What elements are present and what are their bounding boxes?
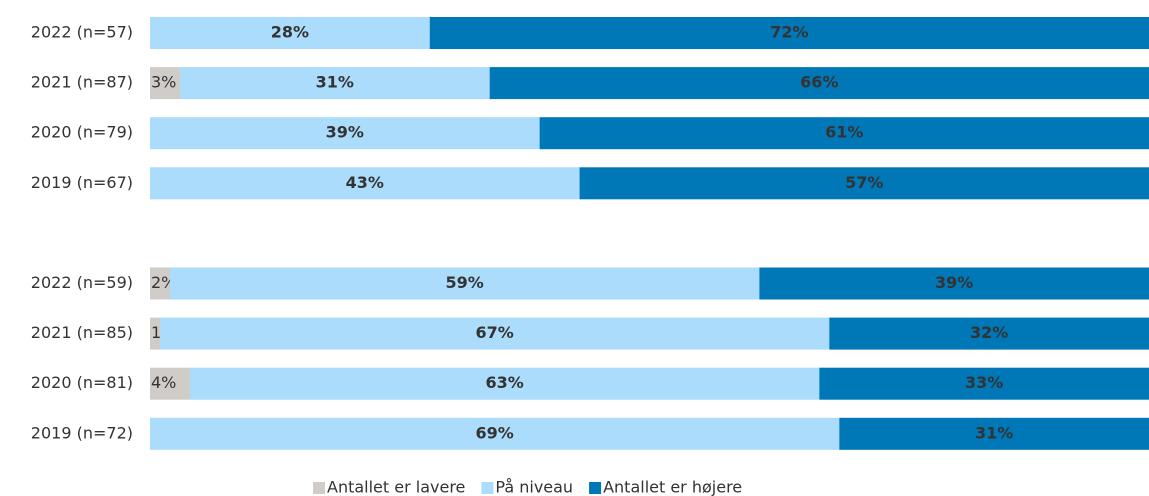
legend-swatch [481, 482, 494, 494]
y-tick-label: 2021 (n=87) [31, 73, 133, 92]
value-label: 33% [965, 373, 1003, 392]
value-label: 32% [970, 323, 1008, 342]
bar-segment [819, 367, 1149, 400]
value-label: 31% [316, 73, 354, 92]
y-tick-label: 2019 (n=72) [31, 423, 133, 442]
bar-segment [759, 267, 1149, 300]
value-label: 59% [446, 273, 484, 292]
bar-segment [159, 317, 830, 350]
value-label: 4% [151, 373, 176, 392]
value-label: 39% [326, 123, 364, 142]
bar-segment [489, 67, 1149, 100]
y-tick-label: 2019 (n=67) [31, 173, 133, 192]
legend-label: Antallet er højere [603, 478, 742, 496]
value-label: 61% [825, 123, 863, 142]
value-label: 57% [845, 173, 883, 192]
bar-segment [150, 367, 190, 400]
bar-segment [150, 17, 430, 49]
bar-segment [169, 267, 760, 300]
legend-label: På niveau [495, 478, 573, 496]
value-label: 63% [485, 373, 523, 392]
legend-swatch [589, 482, 602, 494]
value-label: 69% [476, 423, 514, 442]
bar-segment [839, 417, 1149, 450]
y-tick-label: 2020 (n=81) [31, 373, 133, 392]
bar-segment [150, 67, 180, 100]
bar-segment [829, 317, 1149, 350]
bar-segment [150, 167, 580, 200]
value-label: 31% [975, 423, 1013, 442]
bar-segment [179, 67, 490, 100]
value-label: 39% [935, 273, 973, 292]
bar-segment [189, 367, 820, 400]
bar-segment [150, 317, 160, 350]
value-label: 67% [476, 323, 514, 342]
bar-segment [579, 167, 1149, 200]
bar-segment [150, 417, 840, 450]
value-label: 72% [770, 23, 808, 42]
y-tick-label: 2022 (n=57) [31, 23, 133, 42]
y-tick-label: 2020 (n=79) [31, 123, 133, 142]
bar-segment [539, 117, 1149, 150]
bar-segment [150, 117, 540, 150]
y-tick-label: 2022 (n=59) [31, 273, 133, 292]
legend-label: Antallet er lavere [327, 478, 465, 496]
value-label: 66% [800, 73, 838, 92]
value-label: 43% [346, 173, 384, 192]
value-label: 28% [271, 23, 309, 42]
value-label: 3% [151, 73, 176, 92]
y-tick-label: 2021 (n=85) [31, 323, 133, 342]
bar-segment [150, 267, 170, 300]
bar-segment [429, 17, 1149, 49]
legend-swatch [313, 482, 325, 494]
